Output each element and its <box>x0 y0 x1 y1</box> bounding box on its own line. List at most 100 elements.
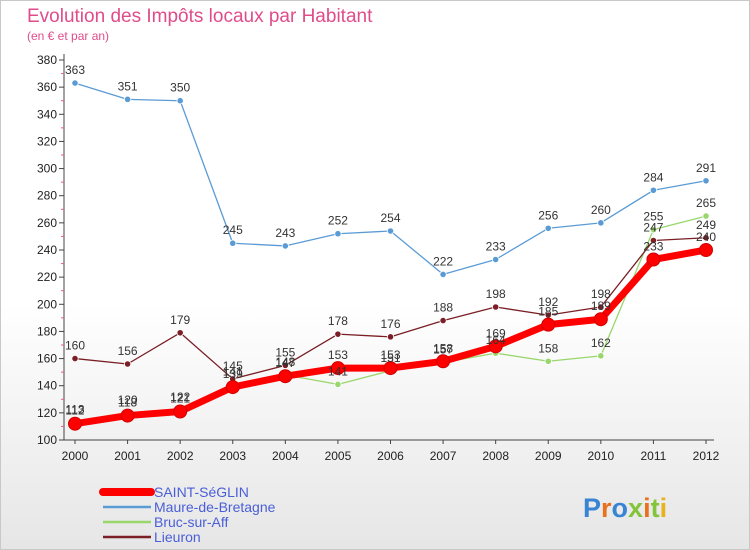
x-tick-label: 2011 <box>641 449 667 463</box>
data-label-maure-de-bretagne: 222 <box>433 254 453 268</box>
data-point-maure-de-bretagne <box>439 270 447 279</box>
x-tick-label: 2000 <box>62 449 89 463</box>
data-point-maure-de-bretagne <box>492 255 500 264</box>
data-label-bruc-sur-aff: 148 <box>275 355 295 369</box>
data-label-maure-de-bretagne: 254 <box>380 211 400 225</box>
data-point-saint-seglin <box>120 408 135 423</box>
axes: 100 120 140 160 180 200 220 240 260 280 300 320 340 3… <box>37 53 720 463</box>
data-point-maure-de-bretagne <box>176 97 184 105</box>
data-label-lieuron: 249 <box>696 218 716 232</box>
data-point-maure-de-bretagne <box>649 186 658 194</box>
data-point-lieuron <box>281 361 289 369</box>
y-tick-label: 280 <box>37 189 57 203</box>
data-label-saint-seglin: 147 <box>275 356 295 370</box>
data-label-bruc-sur-aff: 151 <box>380 351 400 365</box>
y-tick-label: 200 <box>37 297 57 311</box>
data-label-saint-seglin: 118 <box>118 396 137 410</box>
data-point-bruc-sur-aff <box>649 226 658 234</box>
data-point-bruc-sur-aff <box>597 352 605 360</box>
data-point-maure-de-bretagne <box>544 224 552 232</box>
legend-label-saint-seglin: SAINT-SéGLIN <box>154 484 249 500</box>
data-label-maure-de-bretagne: 260 <box>591 203 611 217</box>
data-point-lieuron <box>334 330 342 338</box>
data-label-saint-seglin: 189 <box>591 299 611 313</box>
data-point-lieuron <box>123 360 132 368</box>
data-label-maure-de-bretagne: 233 <box>486 240 506 254</box>
data-label-lieuron: 198 <box>591 287 611 301</box>
brand-letter: x <box>628 493 643 523</box>
y-tick-label: 180 <box>37 324 57 338</box>
series-line-maure-de-bretagne <box>74 82 707 276</box>
data-label-saint-seglin: 153 <box>328 348 348 362</box>
data-label-saint-seglin: 240 <box>696 230 716 244</box>
data-point-saint-seglin <box>383 361 398 376</box>
data-label-maure-de-bretagne: 284 <box>643 170 663 184</box>
x-tick-label: 2001 <box>114 449 141 463</box>
brand-logo: Proxiti <box>583 493 667 523</box>
data-label-lieuron: 155 <box>275 345 295 359</box>
x-tick-label: 2009 <box>535 449 562 463</box>
data-point-bruc-sur-aff <box>702 212 710 220</box>
legend-label-lieuron: Lieuron <box>154 529 201 545</box>
data-point-bruc-sur-aff <box>334 380 342 388</box>
chart-subtitle: (en € et par an) <box>27 29 109 43</box>
data-point-maure-de-bretagne <box>334 230 342 238</box>
data-label-saint-seglin: 153 <box>380 348 400 362</box>
data-label-saint-seglin: 185 <box>538 305 558 319</box>
data-point-lieuron <box>176 329 184 337</box>
data-point-lieuron <box>492 303 500 311</box>
data-label-bruc-sur-aff: 120 <box>118 393 138 407</box>
x-tick-label: 2007 <box>430 449 457 463</box>
data-label-saint-seglin: 233 <box>643 240 663 254</box>
y-tick-label: 160 <box>37 352 57 366</box>
data-label-bruc-sur-aff: 157 <box>433 343 453 357</box>
data-label-bruc-sur-aff: 141 <box>223 364 243 378</box>
data-label-lieuron: 160 <box>65 339 85 353</box>
data-label-lieuron: 145 <box>223 359 243 373</box>
data-label-lieuron: 188 <box>433 301 453 315</box>
data-point-lieuron <box>649 236 658 245</box>
data-label-maure-de-bretagne: 245 <box>223 223 243 237</box>
data-point-maure-de-bretagne <box>386 227 395 235</box>
data-label-bruc-sur-aff: 255 <box>643 210 663 224</box>
legend-label-maure-de-bretagne: Maure-de-Bretagne <box>154 499 276 515</box>
data-point-maure-de-bretagne <box>702 177 710 185</box>
x-tick-label: 2008 <box>482 449 509 463</box>
data-point-saint-seglin <box>488 339 503 354</box>
data-point-maure-de-bretagne <box>71 79 79 87</box>
data-label-bruc-sur-aff: 164 <box>486 333 506 347</box>
y-tick-label: 300 <box>37 162 57 176</box>
data-label-saint-seglin: 169 <box>486 326 506 340</box>
y-tick-label: 380 <box>37 53 57 67</box>
y-tick-label: 100 <box>37 433 57 447</box>
data-label-saint-seglin: 158 <box>433 341 453 355</box>
x-tick-label: 2004 <box>272 449 299 463</box>
data-point-saint-seglin <box>68 416 82 431</box>
y-tick-label: 240 <box>37 243 57 257</box>
data-point-maure-de-bretagne <box>229 239 237 247</box>
brand-letter: i <box>660 493 668 523</box>
x-tick-label: 2002 <box>167 449 194 463</box>
data-label-maure-de-bretagne: 243 <box>275 226 295 240</box>
data-point-lieuron <box>439 316 447 325</box>
data-point-saint-seglin <box>225 380 240 395</box>
data-label-saint-seglin: 139 <box>223 367 243 381</box>
y-tick-label: 360 <box>37 80 57 94</box>
y-tick-label: 340 <box>37 107 57 121</box>
data-label-maure-de-bretagne: 363 <box>65 63 85 77</box>
data-label-maure-de-bretagne: 291 <box>696 161 716 175</box>
data-point-saint-seglin <box>173 404 188 419</box>
data-point-bruc-sur-aff <box>544 357 552 365</box>
y-tick-label: 320 <box>37 134 57 148</box>
x-tick-label: 2006 <box>377 449 404 463</box>
brand-letter: o <box>612 493 629 523</box>
data-label-lieuron: 156 <box>118 344 138 358</box>
data-point-saint-seglin <box>330 361 345 376</box>
data-label-bruc-sur-aff: 158 <box>538 341 558 355</box>
data-point-saint-seglin <box>278 369 293 384</box>
legend: SAINT-SéGLINMaure-de-BretagneBruc-sur-Af… <box>99 484 276 545</box>
data-label-maure-de-bretagne: 252 <box>328 214 348 228</box>
y-tick-label: 120 <box>37 406 57 420</box>
data-label-lieuron: 192 <box>538 295 558 309</box>
data-label-bruc-sur-aff: 162 <box>591 336 611 350</box>
